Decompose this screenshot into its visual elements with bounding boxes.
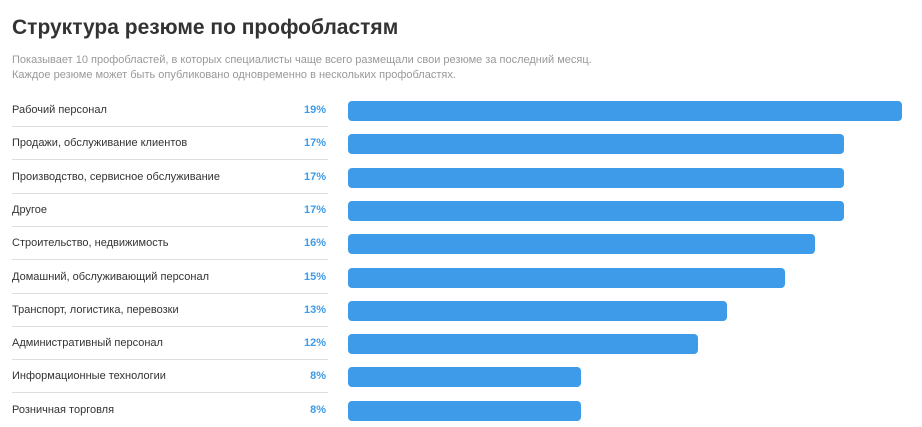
page-title: Структура резюме по профобластям — [12, 16, 399, 39]
value-label: 8% — [310, 403, 326, 416]
category-label: Производство, сервисное обслуживание — [12, 170, 220, 183]
bar — [348, 400, 582, 421]
value-label: 17% — [303, 203, 326, 216]
bar — [348, 234, 815, 255]
value-label: 13% — [303, 303, 326, 316]
chart-row: Розничная торговля 8% — [0, 394, 922, 427]
value-label: 16% — [303, 237, 326, 250]
value-label: 8% — [310, 370, 326, 383]
row-divider — [12, 292, 328, 294]
bar — [348, 334, 698, 355]
category-label: Рабочий персонал — [12, 104, 107, 116]
value-label: 19% — [303, 104, 326, 116]
category-label: Домашний, обслуживающий персонал — [12, 270, 210, 283]
value-label: 17% — [303, 137, 326, 150]
category-label: Другое — [12, 203, 47, 216]
chart-row: Транспорт, логистика, перевозки 13% — [0, 294, 922, 327]
category-label: Продажи, обслуживание клиентов — [12, 137, 188, 150]
chart-row: Производство, сервисное обслуживание 17% — [0, 161, 922, 194]
value-label: 15% — [303, 270, 326, 283]
row-divider — [12, 359, 328, 361]
row-divider — [12, 325, 328, 327]
row-divider — [12, 159, 328, 161]
chart-row: Административный персонал 12% — [0, 327, 922, 361]
chart-row: Продажи, обслуживание клиентов 17% — [0, 127, 922, 161]
row-divider — [12, 225, 328, 227]
bar — [348, 101, 902, 121]
bar — [348, 267, 786, 288]
category-label: Информационные технологии — [12, 370, 166, 383]
value-label: 17% — [303, 170, 326, 183]
chart-row: Другое 17% — [0, 194, 922, 227]
category-label: Административный персонал — [12, 337, 163, 350]
bar — [348, 367, 582, 388]
bar — [348, 167, 844, 188]
bar-chart: Рабочий персонал 19% Продажи, обслуживание… — [0, 94, 922, 427]
bar — [348, 200, 844, 221]
chart-row: Строительство, недвижимость 16% — [0, 227, 922, 261]
category-label: Строительство, недвижимость — [12, 237, 169, 250]
row-divider — [12, 192, 328, 194]
bar — [348, 300, 728, 321]
row-divider — [12, 392, 328, 394]
chart-row: Информационные технологии 8% — [0, 360, 922, 394]
chart-row: Рабочий персонал 19% — [0, 94, 922, 127]
row-divider — [12, 259, 328, 261]
value-label: 12% — [303, 337, 326, 350]
category-label: Транспорт, логистика, перевозки — [12, 303, 179, 316]
category-label: Розничная торговля — [12, 403, 115, 416]
chart-row: Домашний, обслуживающий персонал 15% — [0, 261, 922, 294]
row-divider — [12, 126, 328, 127]
page-subtitle: Показывает 10 профобластей, в которых сп… — [12, 54, 592, 81]
bar — [348, 134, 844, 155]
